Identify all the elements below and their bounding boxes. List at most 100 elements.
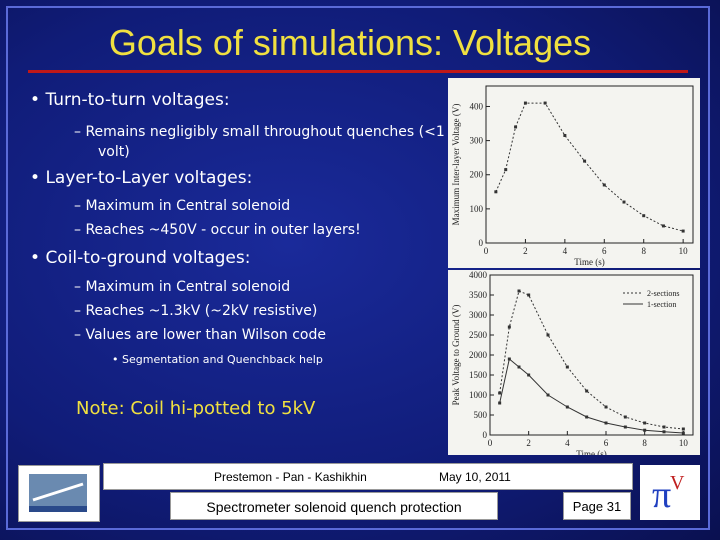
title-rule bbox=[28, 70, 688, 73]
data-point bbox=[681, 427, 685, 431]
data-point bbox=[527, 373, 531, 377]
data-point bbox=[514, 125, 518, 129]
note: Note: Coil hi-potted to 5kV bbox=[76, 398, 316, 419]
sub-bullet: – Values are lower than Wilson code bbox=[74, 327, 326, 343]
y-tick-label: 1000 bbox=[469, 390, 488, 400]
footer-top: Prestemon - Pan - Kashikhin May 10, 2011 bbox=[103, 463, 633, 490]
x-tick-label: 0 bbox=[488, 438, 493, 448]
data-point bbox=[543, 101, 547, 105]
data-point bbox=[546, 393, 550, 397]
data-point bbox=[527, 293, 531, 297]
logo-icon bbox=[29, 474, 87, 512]
data-point bbox=[507, 357, 511, 361]
data-point bbox=[661, 224, 665, 228]
date: May 10, 2011 bbox=[439, 470, 511, 484]
svg-text:V: V bbox=[670, 472, 685, 494]
x-tick-label: 0 bbox=[484, 246, 489, 256]
bullet-text: Layer-to-Layer voltages: bbox=[45, 168, 253, 188]
bullet-text: Turn-to-turn voltages: bbox=[45, 90, 230, 110]
sub-bullet-text: Values are lower than Wilson code bbox=[85, 327, 326, 343]
data-point bbox=[517, 289, 521, 293]
sub-bullet-text: Reaches ~1.3kV (~2kV resistive) bbox=[85, 303, 318, 319]
data-point bbox=[662, 425, 666, 429]
data-point bbox=[517, 365, 521, 369]
legend-label: 2-sections bbox=[647, 289, 679, 298]
chart: 0 500 1000 1500 2000 2500 3000 3500 4000 0 2 4 6 8 10 T… bbox=[448, 270, 700, 455]
series-line bbox=[499, 290, 684, 430]
data-point bbox=[585, 415, 589, 419]
series-line bbox=[495, 102, 684, 232]
svg-text:π: π bbox=[652, 474, 671, 516]
data-point bbox=[681, 431, 685, 435]
y-tick-label: 200 bbox=[470, 170, 484, 180]
data-point bbox=[498, 391, 502, 395]
x-axis-label: Time (s) bbox=[576, 449, 606, 455]
bullet-text: Coil-to-ground voltages: bbox=[45, 248, 251, 268]
y-tick-label: 100 bbox=[470, 204, 484, 214]
sub-bullet-text: Maximum in Central solenoid bbox=[85, 279, 291, 295]
y-tick-label: 4000 bbox=[469, 270, 488, 280]
sub-bullet: – Reaches ~450V - occur in outer layers! bbox=[74, 222, 361, 238]
sub-bullet: – Maximum in Central solenoid bbox=[74, 198, 291, 214]
x-tick-label: 2 bbox=[523, 246, 528, 256]
logo-icon: πV bbox=[652, 472, 685, 516]
page-number: Page 31 bbox=[563, 492, 631, 520]
data-point bbox=[681, 229, 685, 233]
data-point bbox=[623, 415, 627, 419]
y-axis-label: Maximum Inter-layer Voltage (V) bbox=[451, 104, 461, 226]
plot-frame bbox=[489, 274, 694, 436]
data-point bbox=[494, 190, 498, 194]
talk-title: Spectrometer solenoid quench protection bbox=[170, 492, 498, 520]
sub-sub-bullet-text: Segmentation and Quenchback help bbox=[122, 353, 323, 366]
data-point bbox=[623, 425, 627, 429]
sub-bullet-text: Reaches ~450V - occur in outer layers! bbox=[85, 222, 361, 238]
series-line bbox=[499, 358, 684, 434]
x-tick-label: 2 bbox=[526, 438, 531, 448]
y-tick-label: 300 bbox=[470, 136, 484, 146]
x-tick-label: 4 bbox=[563, 246, 568, 256]
y-tick-label: 2000 bbox=[469, 350, 488, 360]
data-point bbox=[643, 428, 647, 432]
authors: Prestemon - Pan - Kashikhin bbox=[214, 470, 367, 484]
data-point bbox=[585, 389, 589, 393]
x-tick-label: 4 bbox=[565, 438, 570, 448]
x-axis-label: Time (s) bbox=[574, 257, 604, 267]
data-point bbox=[546, 333, 550, 337]
data-point bbox=[643, 421, 647, 425]
plot-frame bbox=[485, 85, 694, 244]
data-point bbox=[583, 159, 587, 163]
data-point bbox=[565, 405, 569, 409]
y-tick-label: 400 bbox=[470, 101, 484, 111]
data-point bbox=[622, 200, 626, 204]
x-tick-label: 6 bbox=[602, 246, 607, 256]
y-tick-label: 0 bbox=[479, 238, 484, 248]
data-point bbox=[563, 133, 567, 137]
x-tick-label: 6 bbox=[604, 438, 609, 448]
y-tick-label: 2500 bbox=[469, 330, 488, 340]
data-point bbox=[504, 168, 508, 172]
logo-left bbox=[18, 465, 100, 522]
chart: 0 100 200 300 400 0 2 4 6 8 10 Time (s) Maximum Inte… bbox=[448, 78, 700, 268]
data-point bbox=[642, 214, 646, 218]
data-point bbox=[604, 405, 608, 409]
frame bbox=[6, 6, 710, 530]
sub-bullet: – Reaches ~1.3kV (~2kV resistive) bbox=[74, 303, 318, 319]
data-point bbox=[662, 430, 666, 434]
data-point bbox=[565, 365, 569, 369]
bullet: • Turn-to-turn voltages: bbox=[30, 90, 230, 110]
x-tick-label: 8 bbox=[641, 246, 646, 256]
y-tick-label: 0 bbox=[483, 430, 488, 440]
legend-label: 1-section bbox=[647, 300, 676, 309]
slide-title: Goals of simulations: Voltages bbox=[108, 22, 592, 63]
sub-bullet: – Remains negligibly small throughout qu… bbox=[74, 124, 445, 160]
data-point bbox=[602, 183, 606, 187]
x-tick-label: 8 bbox=[642, 438, 647, 448]
y-tick-label: 3500 bbox=[469, 290, 488, 300]
data-point bbox=[523, 101, 527, 105]
x-tick-label: 10 bbox=[679, 246, 689, 256]
y-tick-label: 1500 bbox=[469, 370, 488, 380]
data-point bbox=[507, 325, 511, 329]
y-tick-label: 500 bbox=[474, 410, 488, 420]
data-point bbox=[498, 401, 502, 405]
